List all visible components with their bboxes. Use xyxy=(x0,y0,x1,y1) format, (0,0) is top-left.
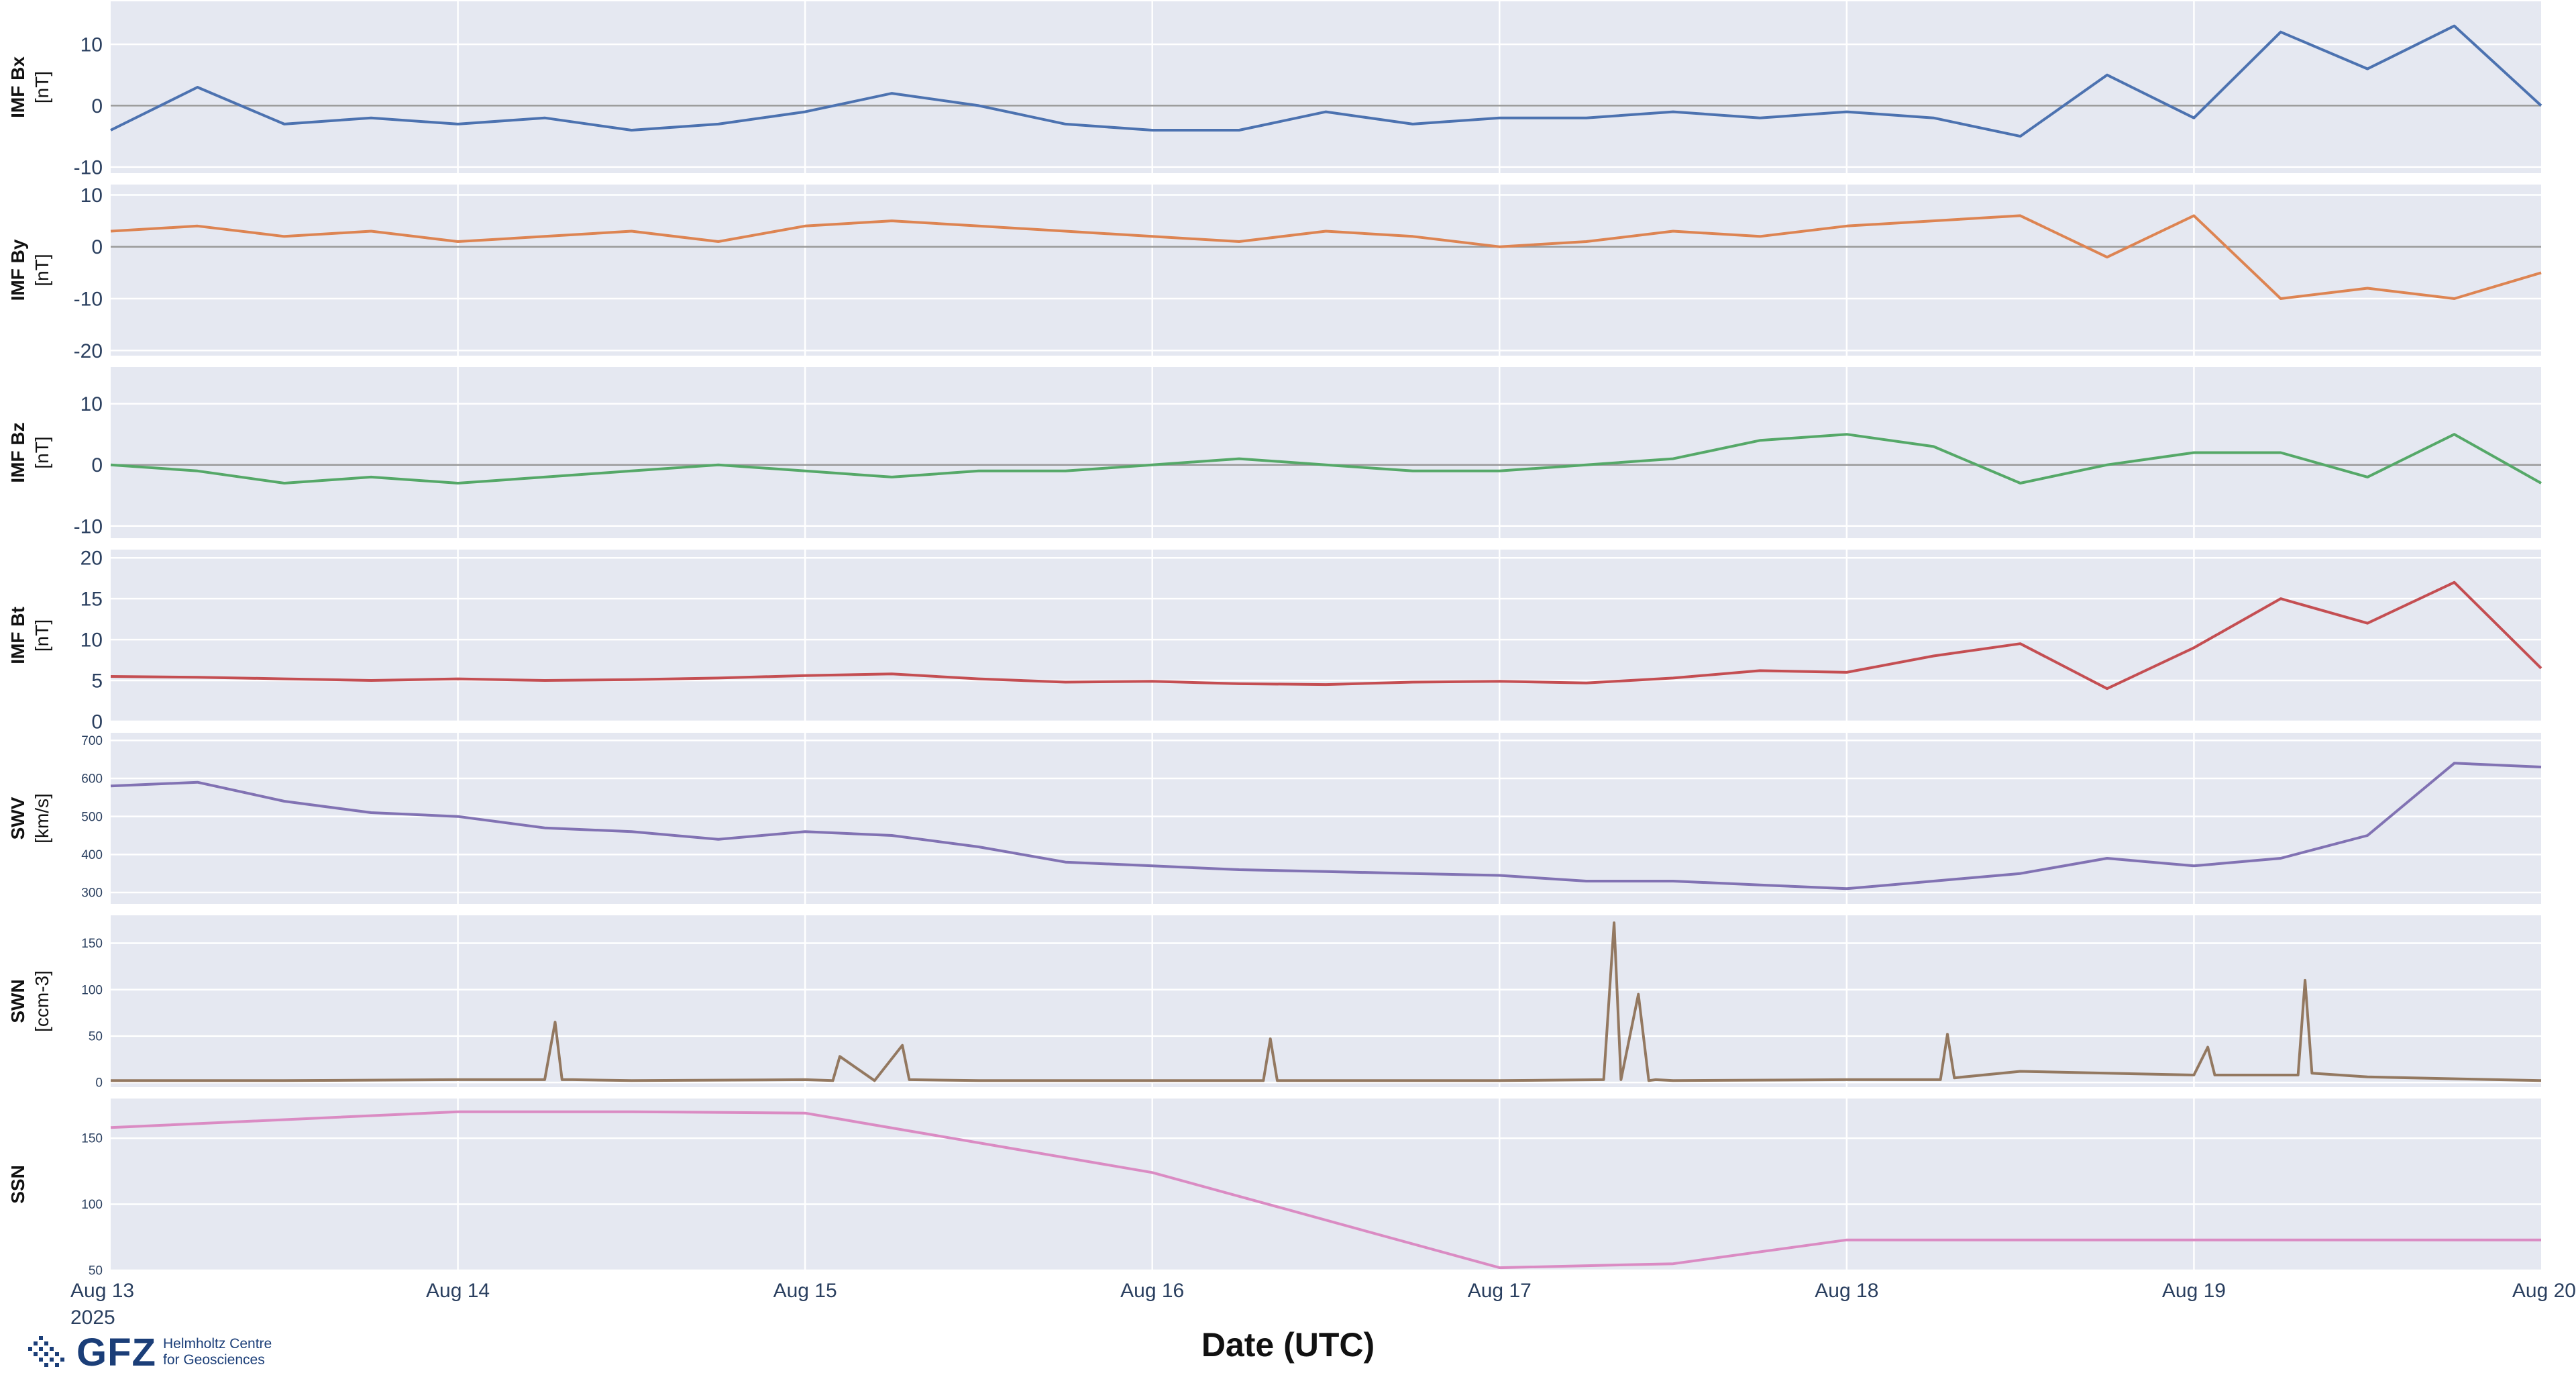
logo-wordmark: GFZ xyxy=(76,1330,156,1374)
imf-bz-ytick-label: 10 xyxy=(80,393,103,415)
swn-axis-title: SWN xyxy=(7,979,28,1023)
imf-by-axis-title: IMF By xyxy=(7,239,28,301)
imf-bx-series-line xyxy=(110,24,2542,138)
imf-bx-ytick-label: 10 xyxy=(80,34,103,56)
imf-bz-axis-title: IMF Bz xyxy=(7,422,28,482)
imf-by-axis-unit: [nT] xyxy=(32,254,52,286)
imf-by-plot-background xyxy=(111,185,2541,356)
logo-subtitle: Helmholtz Centre for Geosciences xyxy=(163,1336,272,1368)
ssn-axis-title: SSN xyxy=(7,1165,28,1204)
x-tick-label: Aug 20 xyxy=(2512,1280,2576,1302)
ssn-series-line xyxy=(110,1110,2541,1270)
imf-bt-axis-title: IMF Bt xyxy=(7,607,28,664)
swn-series-line xyxy=(111,921,2542,1082)
imf-by-ytick-label: 0 xyxy=(91,236,103,258)
imf-bt-ytick-label: 15 xyxy=(80,589,103,611)
swv-axis-unit: [km/s] xyxy=(32,793,52,844)
imf-bt-panel: 0 5 10 15 20 IMF Bt [nT] xyxy=(7,548,2542,733)
gfz-logo: GFZ Helmholtz Centre for Geosciences xyxy=(27,1330,272,1374)
ssn-ytick-label: 100 xyxy=(81,1198,103,1212)
swn-ytick-label: 50 xyxy=(89,1030,103,1044)
logo-subtitle-line1: Helmholtz Centre xyxy=(162,1336,272,1352)
swv-plot-background xyxy=(111,733,2541,904)
imf-bt-ytick-label: 5 xyxy=(91,670,103,693)
swn-panel: 0 50 100 150 SWN [ccm-3] xyxy=(7,915,2542,1090)
imf-bt-series-line xyxy=(110,580,2542,691)
swv-ytick-label: 300 xyxy=(81,886,103,901)
ssn-ytick-label: 50 xyxy=(89,1264,103,1278)
imf-bz-axis-unit: [nT] xyxy=(32,436,52,468)
imf-by-panel: -20 -10 0 10 IMF By [nT] xyxy=(7,185,2542,362)
imf-bz-ytick-label: -10 xyxy=(74,515,103,538)
imf-by-ytick-label: -10 xyxy=(74,289,103,311)
swn-ytick-label: 100 xyxy=(81,983,103,997)
swn-axis-unit: [ccm-3] xyxy=(32,970,52,1032)
x-tick-year: 2025 xyxy=(70,1307,115,1329)
ssn-ytick-label: 150 xyxy=(81,1132,103,1146)
globe-icon xyxy=(28,1336,64,1367)
ssn-panel: 50 100 150 SSN xyxy=(7,1099,2541,1278)
swv-ytick-label: 500 xyxy=(81,810,103,824)
swv-axis-title: SWV xyxy=(7,797,28,839)
imf-by-ytick-label: 10 xyxy=(80,185,103,207)
swn-ytick-label: 0 xyxy=(95,1076,103,1090)
imf-by-ytick-label: -20 xyxy=(74,340,103,362)
x-tick-label: Aug 19 xyxy=(2162,1280,2226,1302)
imf-bt-ytick-label: 20 xyxy=(80,548,103,570)
imf-bz-series-line xyxy=(110,433,2542,485)
ssn-plot-background xyxy=(111,1099,2541,1270)
imf-bt-axis-unit: [nT] xyxy=(32,619,52,652)
swv-ytick-label: 400 xyxy=(81,848,103,862)
x-tick-label: Aug 15 xyxy=(773,1280,837,1302)
imf-bx-ytick-label: -10 xyxy=(74,156,103,179)
imf-bz-ytick-label: 0 xyxy=(91,454,103,476)
imf-bx-ytick-label: 0 xyxy=(91,95,103,117)
x-tick-label: Aug 16 xyxy=(1120,1280,1184,1302)
x-tick-label: Aug 18 xyxy=(1815,1280,1878,1302)
imf-bx-axis-title: IMF Bx xyxy=(7,56,28,118)
imf-bt-ytick-label: 0 xyxy=(91,711,103,733)
imf-by-series-line xyxy=(110,214,2542,300)
x-tick-label: Aug 14 xyxy=(426,1280,490,1302)
x-tick-label: Aug 17 xyxy=(1468,1280,1532,1302)
imf-bz-panel: -10 0 10 IMF Bz [nT] xyxy=(7,367,2542,538)
x-tick-label: Aug 13 xyxy=(70,1280,134,1302)
imf-bx-axis-unit: [nT] xyxy=(32,71,52,103)
imf-bx-panel: -10 0 10 IMF Bx [nT] xyxy=(7,1,2542,179)
imf-bt-ytick-label: 10 xyxy=(80,629,103,652)
x-axis-title: Date (UTC) xyxy=(1201,1326,1375,1364)
swv-series-line xyxy=(110,762,2542,890)
swn-ytick-label: 150 xyxy=(81,937,103,951)
imf-bt-plot-background xyxy=(111,550,2541,721)
swv-ytick-label: 600 xyxy=(81,772,103,786)
imf-bz-plot-background xyxy=(111,367,2541,538)
swv-ytick-label: 700 xyxy=(81,734,103,748)
imf-bx-plot-background xyxy=(111,1,2541,173)
swn-plot-background xyxy=(111,915,2541,1087)
swv-panel: 300 400 500 600 700 SWV [km/s] xyxy=(7,733,2542,904)
logo-subtitle-line2: for Geosciences xyxy=(162,1352,265,1368)
